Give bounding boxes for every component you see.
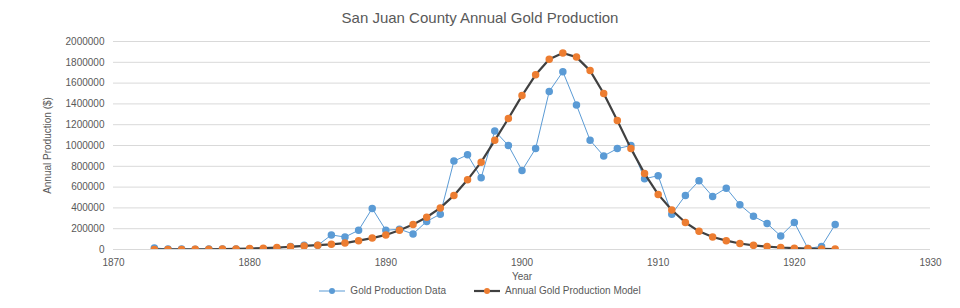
svg-text:1910: 1910 [647,257,670,268]
svg-text:600000: 600000 [71,181,105,192]
svg-text:1000000: 1000000 [66,140,105,151]
svg-text:1920: 1920 [783,257,806,268]
svg-text:800000: 800000 [71,161,105,172]
svg-text:1600000: 1600000 [66,77,105,88]
svg-text:Year: Year [512,271,533,282]
svg-text:1930: 1930 [919,257,942,268]
svg-text:Annual Production ($): Annual Production ($) [42,97,53,194]
svg-text:1890: 1890 [375,257,398,268]
svg-text:1200000: 1200000 [66,119,105,130]
svg-text:1870: 1870 [102,257,125,268]
svg-text:400000: 400000 [71,202,105,213]
svg-text:0: 0 [99,244,105,255]
svg-text:200000: 200000 [71,223,105,234]
html-text:Gold Production Data: Gold Production Data [350,285,446,296]
svg-text:1900: 1900 [511,257,534,268]
svg-text:1800000: 1800000 [66,57,105,68]
html-text:San Juan County Annual Gold Pr: San Juan County Annual Gold Production [341,9,619,26]
html-text:Annual Gold Production Model: Annual Gold Production Model [505,285,641,296]
svg-text:1880: 1880 [239,257,262,268]
svg-text:2000000: 2000000 [66,36,105,47]
svg-text:1400000: 1400000 [66,98,105,109]
